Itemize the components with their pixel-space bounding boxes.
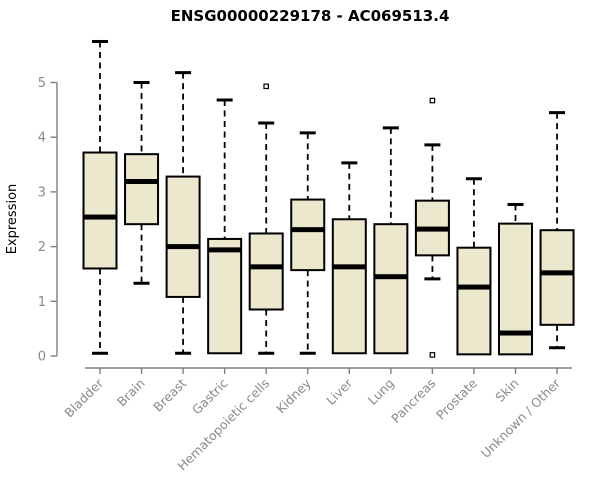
box-gastric <box>207 237 243 355</box>
median-pancreas <box>415 226 449 232</box>
boxplot-pancreas <box>414 97 450 358</box>
x-tick-label-skin: Skin <box>492 376 521 405</box>
median-gastric <box>208 247 242 253</box>
box-bladder <box>82 151 118 270</box>
box-unknown-other <box>539 229 575 326</box>
outlier-point-hematopoietic-cells <box>263 83 270 90</box>
x-tick-label-kidney: Kidney <box>273 375 314 416</box>
boxes-group <box>82 39 575 358</box>
x-tick-label-lung: Lung <box>365 376 397 408</box>
chart-title: ENSG00000229178 - AC069513.4 <box>171 7 450 25</box>
boxplot-brain <box>124 81 160 285</box>
x-tick-label-pancreas: Pancreas <box>388 376 438 426</box>
boxplot-kidney <box>290 131 326 355</box>
box-lung <box>373 223 409 355</box>
y-tick-label-2: 2 <box>38 240 46 255</box>
median-unknown-other <box>540 270 574 276</box>
x-tick-label-prostate: Prostate <box>433 375 480 422</box>
box-hematopoietic-cells <box>248 232 284 311</box>
boxplot-lung <box>373 126 409 355</box>
median-breast <box>166 244 200 250</box>
boxplot-hematopoietic-cells <box>248 83 284 355</box>
boxplot-breast <box>165 71 201 355</box>
y-tick-label-0: 0 <box>38 350 46 365</box>
boxplot-gastric <box>207 98 243 355</box>
median-skin <box>499 330 532 336</box>
outlier-point-pancreas <box>429 97 436 104</box>
box-prostate <box>456 246 492 356</box>
boxplot-prostate <box>456 177 492 356</box>
box-breast <box>165 175 201 298</box>
boxplot-unknown-other <box>539 111 575 350</box>
y-axis-label: Expression <box>5 184 20 255</box>
x-tick-label-gastric: Gastric <box>189 375 231 417</box>
median-prostate <box>457 284 491 290</box>
y-tick-label-4: 4 <box>38 131 46 146</box>
median-brain <box>125 179 159 185</box>
boxplot-bladder <box>82 39 118 355</box>
y-tick-label-5: 5 <box>38 76 46 91</box>
outlier-point-pancreas <box>429 352 436 358</box>
boxplot-liver <box>331 161 367 355</box>
median-lung <box>374 274 408 280</box>
y-tick-label-1: 1 <box>38 295 46 310</box>
y-tick-label-3: 3 <box>38 185 46 200</box>
boxplot-skin <box>498 202 533 356</box>
x-tick-label-liver: Liver <box>323 375 356 408</box>
x-tick-label-bladder: Bladder <box>61 375 106 420</box>
median-hematopoietic-cells <box>249 264 283 270</box>
x-tick-label-unknown-other: Unknown / Other <box>478 375 564 461</box>
median-liver <box>332 264 366 270</box>
x-tick-label-breast: Breast <box>150 375 189 414</box>
box-liver <box>331 218 367 355</box>
box-kidney <box>290 198 326 272</box>
median-bladder <box>83 214 117 220</box>
x-tick-label-brain: Brain <box>114 376 148 410</box>
median-kidney <box>291 227 325 233</box>
box-brain <box>124 153 160 226</box>
